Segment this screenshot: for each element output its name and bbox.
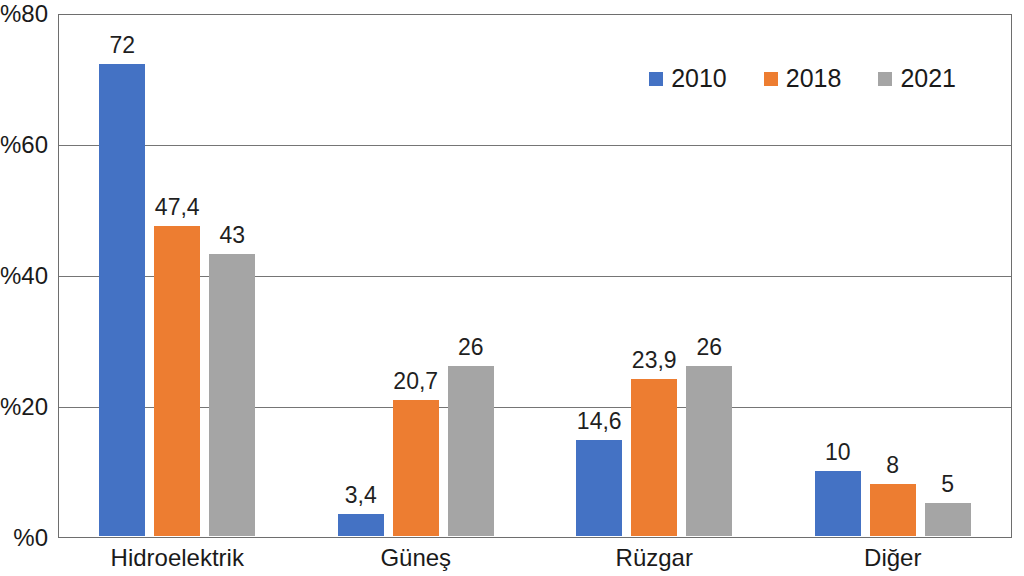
bar-value-label: 3,4 — [345, 484, 377, 507]
category-label-hidroelektrik: Hidroelektrik — [58, 544, 297, 572]
bar-wrap: 23,9 — [631, 349, 677, 536]
y-tick-label: %0 — [13, 526, 48, 550]
legend-swatch-icon — [649, 72, 663, 86]
bar-wrap: 20,7 — [393, 370, 439, 536]
y-tick-label: %60 — [0, 133, 48, 157]
legend-label: 2021 — [900, 66, 956, 91]
y-axis-labels: %0 %20 %40 %60 %80 — [0, 0, 54, 576]
bar-2018-rüzgar — [631, 379, 677, 536]
legend-item-2010: 2010 — [649, 66, 727, 91]
bar-2010-diğer — [815, 471, 861, 537]
bar-group-rüzgar: 14,6 23,9 26 — [535, 14, 774, 536]
x-axis-labels: HidroelektrikGüneşRüzgarDiğer — [58, 544, 1012, 572]
bar-value-label: 23,9 — [632, 349, 677, 372]
bar-2018-hidroelektrik — [154, 226, 200, 536]
legend-label: 2018 — [786, 66, 842, 91]
bar-group-güneş: 3,4 20,7 26 — [297, 14, 536, 536]
bar-2021-diğer — [925, 503, 971, 536]
bar-wrap: 43 — [209, 224, 255, 536]
legend-swatch-icon — [764, 72, 778, 86]
bar-value-label: 26 — [696, 336, 722, 359]
bar-value-label: 26 — [458, 336, 484, 359]
y-tick-label: %40 — [0, 264, 48, 288]
bar-2021-güneş — [448, 366, 494, 536]
legend-item-2021: 2021 — [878, 66, 956, 91]
category-label-güneş: Güneş — [297, 544, 536, 572]
bar-2021-hidroelektrik — [209, 254, 255, 536]
bar-wrap: 3,4 — [338, 484, 384, 536]
bar-value-label: 20,7 — [393, 370, 438, 393]
bar-group-hidroelektrik: 72 47,4 43 — [58, 14, 297, 536]
bar-wrap: 14,6 — [576, 410, 622, 536]
bar-value-label: 10 — [825, 441, 851, 464]
legend-label: 2010 — [671, 66, 727, 91]
bar-value-label: 47,4 — [155, 196, 200, 219]
bar-value-label: 72 — [109, 34, 135, 57]
bar-value-label: 8 — [886, 454, 899, 477]
bar-wrap: 10 — [815, 441, 861, 537]
legend-swatch-icon — [878, 72, 892, 86]
bar-wrap: 26 — [448, 336, 494, 536]
bar-value-label: 43 — [219, 224, 245, 247]
bar-2010-rüzgar — [576, 440, 622, 536]
bar-wrap: 47,4 — [154, 196, 200, 536]
bar-value-label: 5 — [941, 473, 954, 496]
legend: 2010 2018 2021 — [649, 66, 956, 91]
y-tick-label: %80 — [0, 2, 48, 26]
bar-2018-diğer — [870, 484, 916, 536]
bar-2010-güneş — [338, 514, 384, 536]
bar-2018-güneş — [393, 400, 439, 536]
category-label-diğer: Diğer — [774, 544, 1013, 572]
y-tick-label: %20 — [0, 395, 48, 419]
bar-wrap: 8 — [870, 454, 916, 536]
bar-value-label: 14,6 — [577, 410, 622, 433]
bar-2021-rüzgar — [686, 366, 732, 536]
bar-group-diğer: 10 8 5 — [774, 14, 1013, 536]
bar-groups: 72 47,4 43 3,4 20,7 26 14,6 23,9 26 10 8 5 — [58, 14, 1012, 536]
bar-wrap: 72 — [99, 34, 145, 536]
bar-wrap: 26 — [686, 336, 732, 536]
category-label-rüzgar: Rüzgar — [535, 544, 774, 572]
bar-wrap: 5 — [925, 473, 971, 536]
bar-2010-hidroelektrik — [99, 64, 145, 536]
bar-chart: %0 %20 %40 %60 %80 72 47,4 43 3,4 20,7 26 14,6 23,9… — [0, 0, 1024, 576]
legend-item-2018: 2018 — [764, 66, 842, 91]
